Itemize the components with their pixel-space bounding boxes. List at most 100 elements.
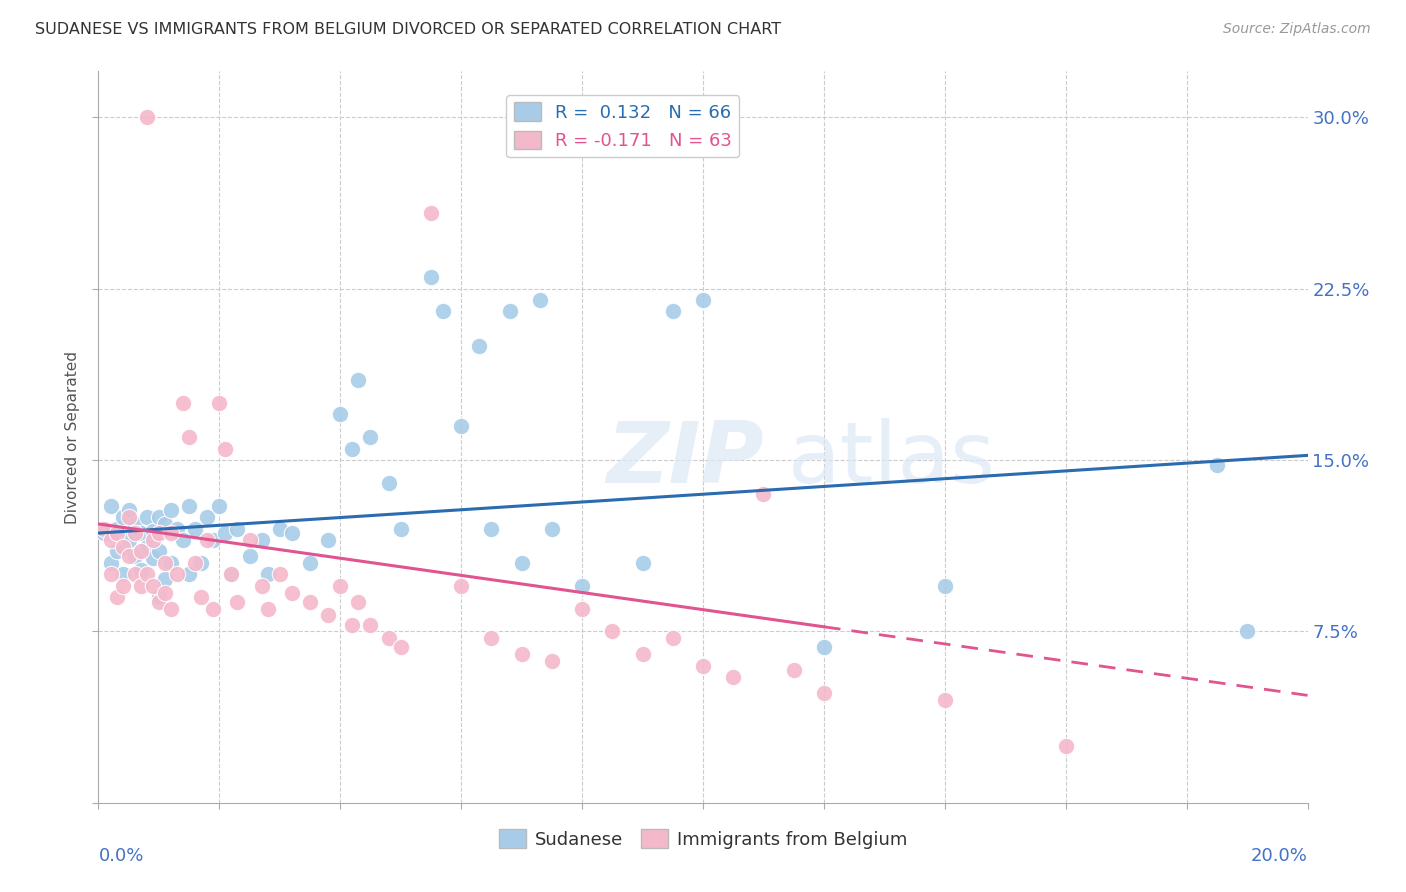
Point (450, 579, 472, 593)
Point (135, 110, 157, 124)
Point (1206, 458, 1229, 472)
Point (316, 608, 339, 623)
Point (529, 293, 551, 307)
Point (153, 572, 176, 586)
Point (813, 686, 835, 700)
Point (723, 670, 745, 684)
Point (281, 526, 304, 541)
Point (111, 510, 134, 524)
Point (299, 556, 322, 570)
Point (783, 663, 806, 677)
Point (179, 499, 201, 513)
Point (135, 540, 157, 554)
Point (124, 526, 146, 541)
Point (153, 516, 176, 531)
Text: atlas: atlas (787, 417, 995, 500)
Point (329, 407, 352, 421)
Point (661, 632, 683, 646)
Point (160, 556, 183, 570)
Point (239, 549, 262, 563)
Point (166, 521, 188, 535)
Text: 20.0%: 20.0% (1251, 847, 1308, 864)
Point (256, 567, 278, 582)
Point (450, 418, 472, 433)
Point (202, 601, 225, 615)
Point (239, 533, 262, 547)
Point (129, 563, 152, 577)
Point (661, 304, 683, 318)
Point (195, 533, 218, 547)
Point (602, 624, 624, 639)
Point (100, 499, 122, 513)
Point (481, 632, 503, 646)
Point (190, 590, 212, 604)
Point (540, 521, 562, 535)
Point (153, 585, 176, 599)
Point (389, 521, 412, 535)
Point (100, 533, 122, 547)
Point (179, 430, 201, 444)
Point (510, 647, 533, 661)
Point (221, 567, 243, 582)
Point (299, 595, 322, 609)
Point (105, 521, 128, 535)
Point (342, 617, 364, 632)
Point (250, 533, 273, 547)
Point (142, 579, 165, 593)
Point (172, 533, 194, 547)
Point (93, 521, 115, 535)
Point (510, 556, 533, 570)
Point (571, 601, 593, 615)
Text: 0.0%: 0.0% (98, 847, 143, 864)
Point (129, 544, 152, 558)
Point (93, 526, 115, 541)
Point (111, 567, 134, 582)
Point (105, 544, 128, 558)
Point (124, 516, 146, 531)
Y-axis label: Divorced or Separated: Divorced or Separated (65, 351, 80, 524)
Point (124, 549, 146, 563)
Point (329, 579, 352, 593)
Point (420, 206, 443, 220)
Point (148, 510, 170, 524)
Point (142, 533, 165, 547)
Point (105, 526, 128, 541)
Text: ZIP: ZIP (606, 417, 763, 500)
Point (571, 579, 593, 593)
Point (129, 579, 152, 593)
Point (202, 533, 225, 547)
Point (1054, 739, 1077, 753)
Point (118, 533, 141, 547)
Point (420, 270, 443, 285)
Point (221, 567, 243, 582)
Point (111, 579, 134, 593)
Point (148, 526, 170, 541)
Point (105, 590, 128, 604)
Point (208, 499, 231, 513)
Point (432, 304, 454, 318)
Point (377, 632, 399, 646)
Point (250, 579, 273, 593)
Point (269, 521, 291, 535)
Point (752, 487, 775, 501)
Point (214, 526, 236, 541)
Point (124, 567, 146, 582)
Point (1236, 624, 1258, 639)
Point (389, 640, 412, 655)
Point (631, 647, 654, 661)
Point (129, 526, 152, 541)
Point (813, 640, 835, 655)
Point (148, 590, 170, 604)
Point (540, 654, 562, 668)
Point (226, 595, 249, 609)
Point (100, 556, 122, 570)
Point (934, 693, 956, 707)
Point (100, 567, 122, 582)
Point (190, 556, 212, 570)
Point (498, 304, 520, 318)
Point (160, 601, 183, 615)
Point (142, 524, 165, 538)
Point (160, 526, 183, 541)
Point (481, 521, 503, 535)
Point (347, 373, 370, 387)
